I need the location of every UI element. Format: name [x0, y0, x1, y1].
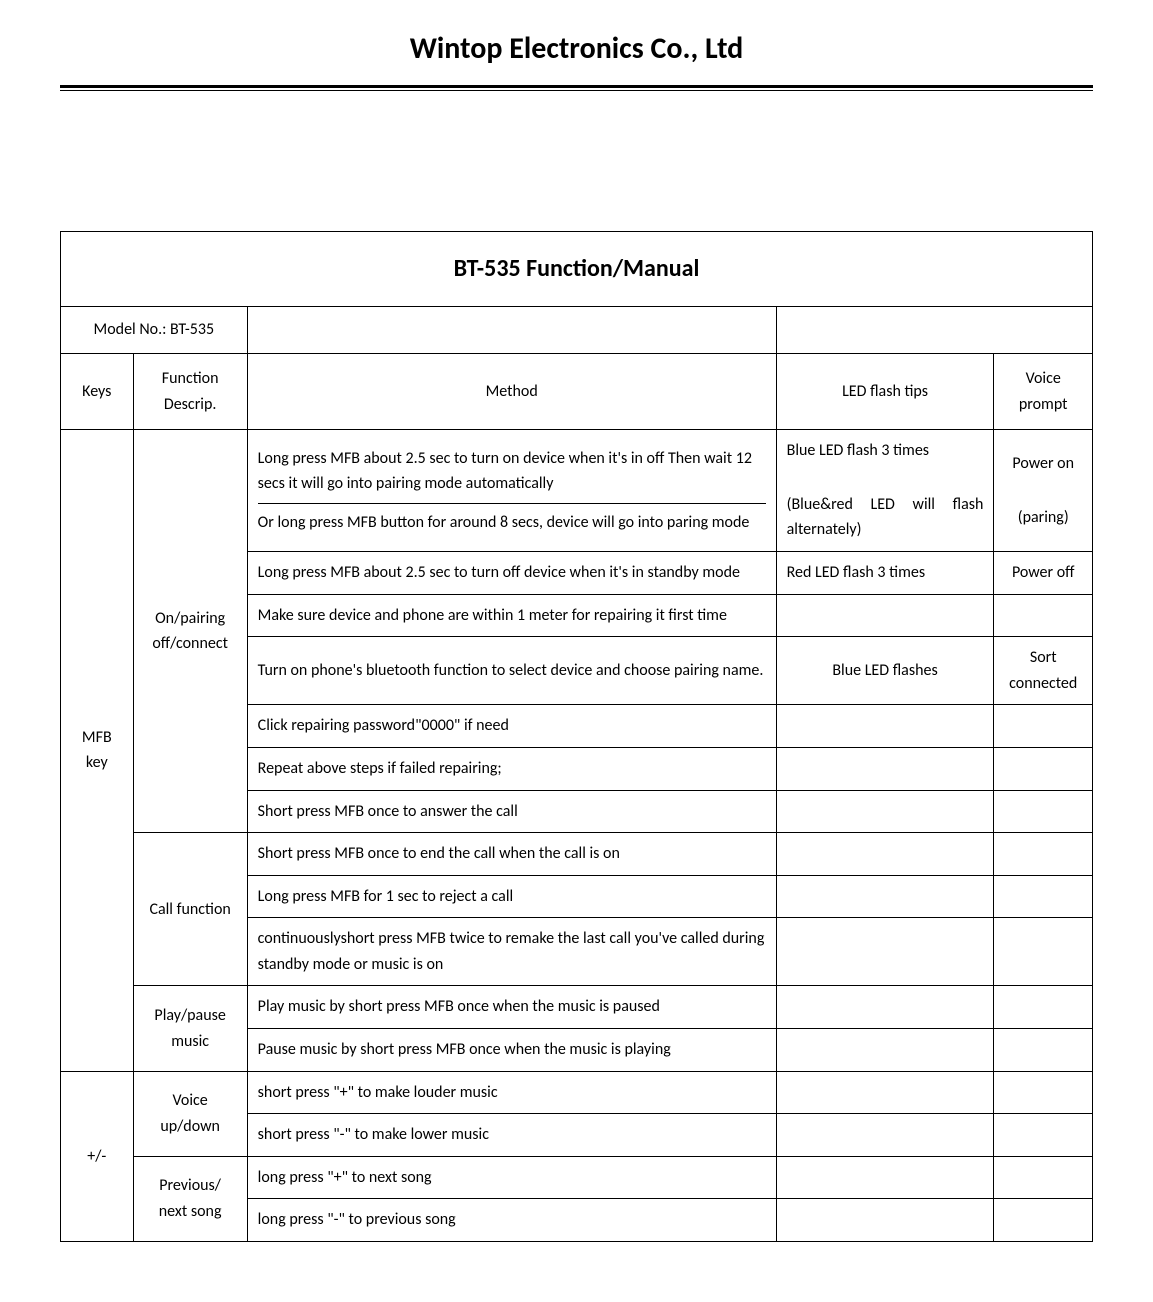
cell-led: Blue LED flashes [776, 637, 994, 705]
func-playpause: Play/pause music [133, 986, 247, 1071]
cell-method: Long press MFB about 2.5 sec to turn off… [247, 551, 776, 594]
table-row: +/- Voice up/down short press "+" to mak… [61, 1071, 1093, 1114]
cell-method: long press "-" to previous song [247, 1199, 776, 1242]
cell-method: Make sure device and phone are within 1 … [247, 594, 776, 637]
header-voice: Voice prompt [994, 353, 1093, 429]
cell-method: short press "+" to make louder music [247, 1071, 776, 1114]
cell-led [776, 986, 994, 1029]
cell-method: Short press MFB once to end the call whe… [247, 833, 776, 876]
cell-led [776, 1071, 994, 1114]
cell-led [776, 1156, 994, 1199]
table-row: Call function Short press MFB once to en… [61, 833, 1093, 876]
led-text-a: Blue LED flash 3 times [787, 438, 984, 482]
cell-voice [994, 1071, 1093, 1114]
cell-method: continuouslyshort press MFB twice to rem… [247, 918, 776, 986]
voice-text-b: (paring) [1004, 505, 1082, 531]
cell-led [776, 1114, 994, 1157]
header-function: Function Descrip. [133, 353, 247, 429]
cell-method: long press "+" to next song [247, 1156, 776, 1199]
table-title: BT-535 Function/Manual [61, 232, 1093, 307]
cell-led [776, 705, 994, 748]
cell-voice: Power on (paring) [994, 430, 1093, 552]
table-row: Play/pause music Play music by short pre… [61, 986, 1093, 1029]
cell-method: Turn on phone's bluetooth function to se… [247, 637, 776, 705]
keys-plusminus: +/- [61, 1071, 134, 1241]
company-name: Wintop Electronics Co., Ltd [60, 30, 1093, 67]
cell-led: Red LED flash 3 times [776, 551, 994, 594]
table-row: Previous/ next song long press "+" to ne… [61, 1156, 1093, 1199]
cell-voice: Power off [994, 551, 1093, 594]
voice-text-a: Power on [1004, 451, 1082, 495]
cell-led [776, 790, 994, 833]
cell-led [776, 747, 994, 790]
cell-method: Long press MFB for 1 sec to reject a cal… [247, 875, 776, 918]
cell-method: short press "-" to make lower music [247, 1114, 776, 1157]
model-blank-1 [247, 307, 776, 354]
func-call: Call function [133, 833, 247, 986]
cell-method: Short press MFB once to answer the call [247, 790, 776, 833]
cell-method: Click repairing password"0000" if need [247, 705, 776, 748]
page-header: Wintop Electronics Co., Ltd [60, 30, 1093, 67]
column-header-row: Keys Function Descrip. Method LED flash … [61, 353, 1093, 429]
cell-voice [994, 594, 1093, 637]
method-text-a: Long press MFB about 2.5 sec to turn on … [258, 446, 766, 504]
func-on-pairing: On/pairing off/connect [133, 430, 247, 833]
func-voice-updown: Voice up/down [133, 1071, 247, 1156]
cell-led [776, 833, 994, 876]
cell-led [776, 1199, 994, 1242]
header-method: Method [247, 353, 776, 429]
model-blank-2 [776, 307, 1092, 354]
cell-method: Pause music by short press MFB once when… [247, 1029, 776, 1072]
cell-method: Repeat above steps if failed repairing; [247, 747, 776, 790]
title-row: BT-535 Function/Manual [61, 232, 1093, 307]
cell-method: Play music by short press MFB once when … [247, 986, 776, 1029]
header-led: LED flash tips [776, 353, 994, 429]
cell-voice [994, 833, 1093, 876]
table-row: MFB key On/pairing off/connect Long pres… [61, 430, 1093, 552]
cell-led: Blue LED flash 3 times (Blue&red LED wil… [776, 430, 994, 552]
cell-voice [994, 918, 1093, 986]
func-prev-next: Previous/ next song [133, 1156, 247, 1241]
cell-voice [994, 705, 1093, 748]
manual-table: BT-535 Function/Manual Model No.: BT-535… [60, 231, 1093, 1242]
cell-voice [994, 875, 1093, 918]
cell-voice [994, 1114, 1093, 1157]
cell-voice: Sort connected [994, 637, 1093, 705]
cell-method: Long press MFB about 2.5 sec to turn on … [247, 430, 776, 552]
model-row: Model No.: BT-535 [61, 307, 1093, 354]
cell-voice [994, 1199, 1093, 1242]
cell-voice [994, 986, 1093, 1029]
keys-mfb: MFB key [61, 430, 134, 1072]
model-label: Model No.: BT-535 [61, 307, 248, 354]
method-text-b: Or long press MFB button for around 8 se… [258, 510, 766, 536]
cell-voice [994, 1156, 1093, 1199]
cell-voice [994, 1029, 1093, 1072]
header-double-rule [60, 85, 1093, 91]
header-keys: Keys [61, 353, 134, 429]
led-text-b: (Blue&red LED will flash alternately) [787, 492, 984, 543]
cell-led [776, 1029, 994, 1072]
cell-led [776, 918, 994, 986]
cell-voice [994, 790, 1093, 833]
cell-led [776, 875, 994, 918]
cell-led [776, 594, 994, 637]
cell-voice [994, 747, 1093, 790]
